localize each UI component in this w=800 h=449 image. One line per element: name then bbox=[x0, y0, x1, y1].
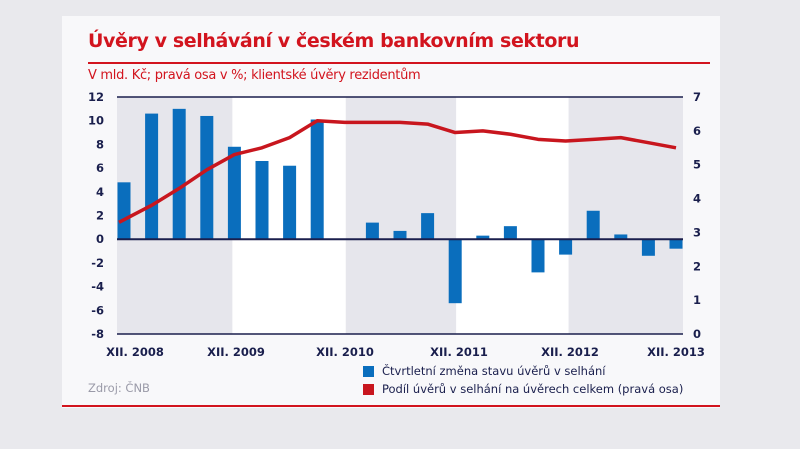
x-tick-label: XII. 2010 bbox=[316, 345, 374, 359]
bar bbox=[393, 230, 407, 240]
right-tick-label: 5 bbox=[693, 158, 701, 172]
right-tick-label: 0 bbox=[693, 327, 701, 341]
left-tick-label: 8 bbox=[96, 137, 104, 151]
x-tick-label: XII. 2012 bbox=[541, 345, 599, 359]
title-divider bbox=[88, 62, 710, 64]
x-tick-label: XII. 2009 bbox=[207, 345, 265, 359]
right-tick-label: 6 bbox=[693, 124, 701, 138]
year-band bbox=[568, 97, 683, 334]
left-tick-label: 2 bbox=[96, 209, 104, 223]
bar bbox=[365, 222, 379, 240]
left-tick-label: 0 bbox=[96, 232, 104, 246]
legend-item-bars: Čtvrtletní změna stavu úvěrů v selhání bbox=[363, 362, 683, 380]
left-tick-label: 10 bbox=[88, 114, 104, 128]
bar bbox=[172, 108, 186, 240]
source-note: Zdroj: ČNB bbox=[88, 381, 150, 395]
legend-label: Podíl úvěrů v selhání na úvěrech celkem … bbox=[382, 382, 684, 396]
bar bbox=[669, 239, 683, 249]
right-tick-label: 2 bbox=[693, 259, 701, 273]
bar bbox=[448, 239, 462, 304]
bar bbox=[614, 234, 628, 240]
bar bbox=[283, 165, 297, 240]
left-tick-label: -8 bbox=[91, 327, 104, 341]
year-band bbox=[345, 97, 457, 334]
left-tick-label: 12 bbox=[88, 90, 104, 104]
right-tick-label: 3 bbox=[693, 225, 701, 239]
right-tick-label: 4 bbox=[693, 192, 701, 206]
legend-label: Čtvrtletní změna stavu úvěrů v selhání bbox=[382, 364, 606, 378]
legend: Čtvrtletní změna stavu úvěrů v selhání P… bbox=[363, 362, 683, 398]
bar bbox=[476, 235, 490, 240]
right-tick-label: 1 bbox=[693, 293, 701, 307]
year-band bbox=[456, 97, 569, 334]
bar bbox=[531, 239, 545, 273]
bar bbox=[641, 239, 655, 256]
right-tick-label: 7 bbox=[693, 90, 701, 104]
left-tick-label: 6 bbox=[96, 161, 104, 175]
bar bbox=[255, 160, 269, 240]
left-tick-label: -6 bbox=[91, 303, 104, 317]
bar bbox=[200, 115, 214, 240]
chart-subtitle: V mld. Kč; pravá osa v %; klientské úvěr… bbox=[88, 68, 421, 83]
bar bbox=[421, 213, 435, 240]
left-tick-label: -4 bbox=[91, 280, 104, 294]
bar bbox=[227, 146, 241, 240]
bar bbox=[559, 239, 573, 255]
left-tick-label: -2 bbox=[91, 256, 104, 270]
bar bbox=[145, 113, 159, 240]
x-tick-label: XII. 2011 bbox=[430, 345, 488, 359]
bar bbox=[310, 119, 324, 240]
bar bbox=[503, 226, 517, 240]
x-tick-label: XII. 2013 bbox=[647, 345, 705, 359]
chart-title: Úvěry v selhávání v českém bankovním sek… bbox=[88, 30, 580, 52]
footer-divider bbox=[62, 405, 720, 407]
bar bbox=[586, 210, 600, 240]
bar bbox=[117, 182, 131, 240]
left-tick-label: 4 bbox=[96, 185, 104, 199]
legend-swatch-blue bbox=[363, 365, 374, 377]
legend-swatch-red bbox=[363, 383, 374, 395]
legend-item-line: Podíl úvěrů v selhání na úvěrech celkem … bbox=[363, 380, 683, 398]
x-tick-label: XII. 2008 bbox=[106, 345, 164, 359]
